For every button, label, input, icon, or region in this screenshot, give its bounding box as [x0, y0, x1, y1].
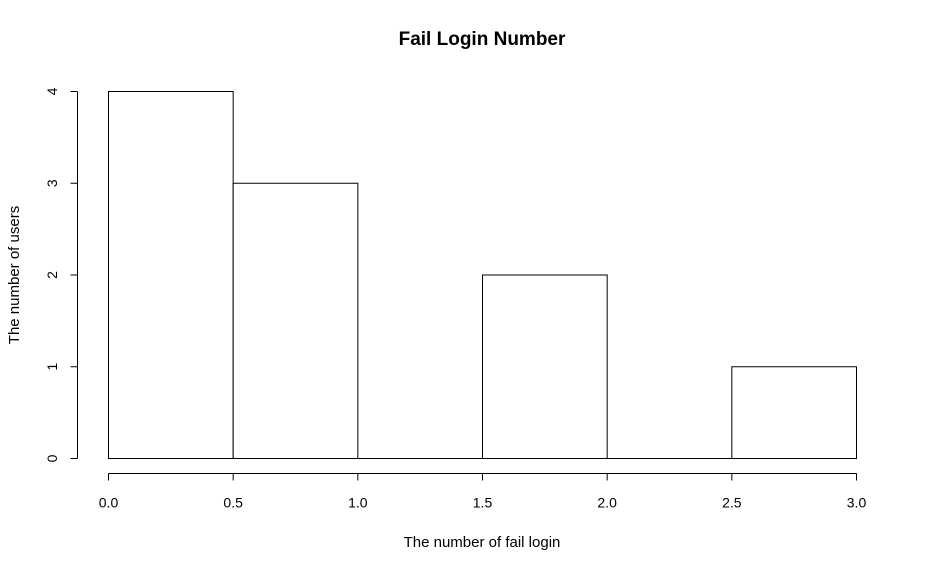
bars-group — [108, 91, 857, 459]
x-axis: 0.0 0.5 1.0 1.5 2.0 2.5 3.0 — [99, 473, 867, 511]
x-tick-label: 0.0 — [99, 495, 119, 511]
x-tick-label: 0.5 — [223, 495, 243, 511]
x-tick-label: 2.5 — [722, 495, 742, 511]
y-tick-label: 2 — [44, 271, 60, 279]
chart-title: Fail Login Number — [399, 29, 566, 50]
x-tick-label: 2.0 — [597, 495, 617, 511]
x-tick-label: 1.5 — [473, 495, 493, 511]
y-axis-label: The number of users — [6, 206, 23, 344]
x-axis-label: The number of fail login — [404, 534, 561, 551]
x-tick-label: 1.0 — [348, 495, 368, 511]
histogram-bar — [232, 182, 359, 459]
histogram-bar — [108, 91, 234, 459]
histogram-bar — [731, 366, 857, 459]
y-tick-label: 0 — [44, 454, 60, 462]
y-axis: 0 1 2 3 4 — [44, 87, 78, 462]
x-tick-label: 3.0 — [847, 495, 867, 511]
histogram-bar — [482, 274, 608, 459]
y-tick-label: 3 — [44, 179, 60, 187]
y-tick-label: 1 — [44, 363, 60, 371]
y-tick-label: 4 — [44, 87, 60, 95]
